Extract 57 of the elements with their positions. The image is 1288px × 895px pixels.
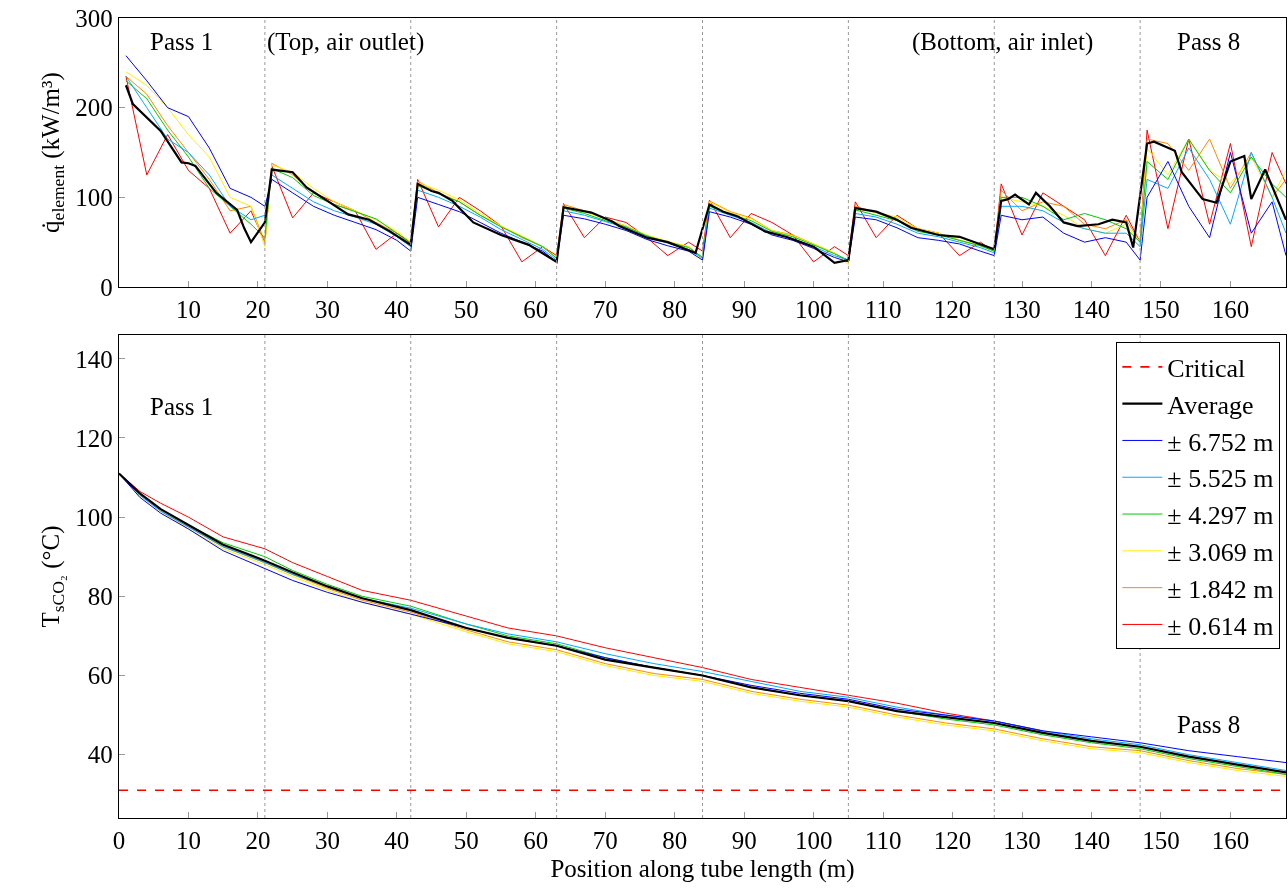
- x-axis-title: Position along tube length (m): [550, 855, 855, 884]
- y-tick-label: 60: [87, 662, 113, 690]
- annotation: Pass 1: [150, 393, 214, 420]
- legend-label: ± 0.614 m: [1167, 611, 1274, 641]
- x-tick-label: 130: [1003, 296, 1041, 324]
- annotation: Pass 8: [1177, 28, 1241, 55]
- legend-label: ± 1.842 m: [1167, 574, 1274, 604]
- legend-label: ± 3.069 m: [1167, 537, 1274, 567]
- x-tick-label: 80: [662, 296, 688, 324]
- annotation: (Top, air outlet): [267, 28, 425, 56]
- legend-label: ± 5.525 m: [1167, 464, 1274, 494]
- x-tick-label: 110: [864, 827, 902, 855]
- legend-label: ± 4.297 m: [1167, 501, 1274, 531]
- x-tick-label: 50: [453, 827, 479, 855]
- x-tick-label: 30: [314, 827, 340, 855]
- y-tick-label: 100: [75, 503, 113, 531]
- x-tick-label: 20: [245, 296, 271, 324]
- x-tick-label: 20: [245, 827, 271, 855]
- x-tick-label: 10: [175, 827, 201, 855]
- x-tick-label: 70: [592, 827, 618, 855]
- x-tick-label: 10: [175, 296, 201, 324]
- x-tick-label: 120: [933, 827, 972, 855]
- x-tick-label: 160: [1211, 827, 1250, 855]
- y-tick-label: 100: [75, 184, 113, 212]
- x-tick-label: 60: [523, 296, 549, 324]
- x-tick-label: 90: [731, 296, 757, 324]
- x-tick-label: 80: [662, 827, 688, 855]
- y-tick-label: 120: [75, 424, 113, 452]
- x-tick-label: 150: [1142, 827, 1180, 855]
- x-tick-label: 140: [1072, 827, 1111, 855]
- x-tick-label: 100: [794, 296, 833, 324]
- x-tick-label: 90: [731, 827, 757, 855]
- y-tick-label: 40: [87, 741, 113, 769]
- x-tick-label: 110: [864, 296, 902, 324]
- annotation: (Bottom, air inlet): [912, 28, 1094, 56]
- x-tick-label: 50: [453, 296, 479, 324]
- x-tick-label: 40: [384, 827, 410, 855]
- x-tick-label: 140: [1072, 296, 1111, 324]
- x-tick-label: 70: [592, 296, 618, 324]
- y-tick-label: 200: [75, 94, 113, 122]
- x-tick-label: 130: [1003, 827, 1041, 855]
- x-tick-label: 160: [1211, 296, 1250, 324]
- y-tick-label: 140: [75, 345, 113, 373]
- legend-label: Average: [1167, 390, 1254, 420]
- x-tick-label: 60: [523, 827, 549, 855]
- legend-label: Critical: [1167, 353, 1246, 383]
- y-tick-label: 80: [87, 583, 113, 611]
- y-tick-label: 0: [100, 273, 113, 301]
- annotation: Pass 8: [1177, 711, 1241, 738]
- legend-label: ± 6.752 m: [1167, 427, 1274, 457]
- x-tick-label: 150: [1142, 296, 1180, 324]
- x-tick-label: 120: [933, 296, 972, 324]
- x-tick-label: 40: [384, 296, 410, 324]
- x-tick-label: 100: [794, 827, 833, 855]
- y-tick-label: 300: [75, 4, 113, 32]
- annotation: Pass 1: [150, 28, 214, 55]
- x-tick-label: 30: [314, 296, 340, 324]
